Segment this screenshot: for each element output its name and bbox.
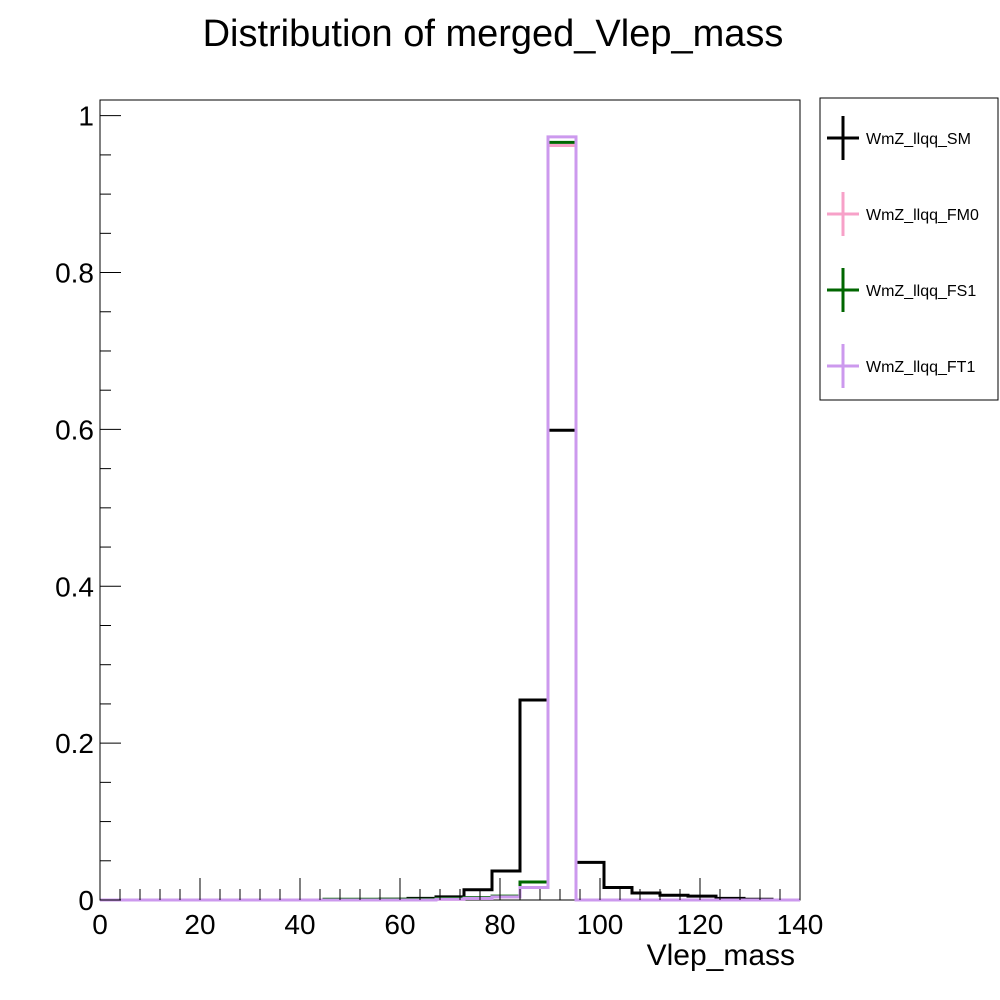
histogram-series-2	[100, 143, 800, 902]
plot-frame	[99, 99, 801, 901]
x-tick-label: 20	[184, 909, 215, 940]
y-tick-label: 1	[78, 101, 94, 132]
legend-entry: WmZ_llqq_FS1	[827, 268, 976, 312]
y-tick-labels: 0 0.2 0.4 0.6 0.8 1	[55, 101, 94, 916]
chart-title: Distribution of merged_Vlep_mass	[203, 13, 784, 55]
legend-label: WmZ_llqq_FS1	[866, 283, 976, 300]
y-tick-label: 0.4	[55, 571, 94, 602]
legend-frame	[819, 97, 999, 401]
x-tick-label: 120	[677, 909, 724, 940]
y-tick-label: 0	[78, 885, 94, 916]
y-tick-label: 0.8	[55, 258, 94, 289]
axis-ticks	[99, 115, 801, 901]
x-tick-label: 140	[777, 909, 824, 940]
y-tick-label: 0.6	[55, 414, 94, 445]
x-tick-label: 60	[384, 909, 415, 940]
histogram-series-1	[100, 428, 800, 902]
legend-entries: WmZ_llqq_SM WmZ_llqq_FM0 WmZ_llqq_FS1 WmZ_l…	[827, 116, 979, 388]
histogram-series-group	[100, 135, 800, 902]
legend-label: WmZ_llqq_FM0	[866, 207, 979, 224]
legend-entry: WmZ_llqq_SM	[827, 116, 971, 160]
histogram-series-4	[100, 135, 800, 902]
x-tick-label: 40	[284, 909, 315, 940]
x-tick-label: 0	[92, 909, 108, 940]
legend-label: WmZ_llqq_SM	[866, 131, 971, 148]
x-tick-labels: 0 20 40 60 80 100 120 140	[92, 909, 823, 940]
legend-entry: WmZ_llqq_FT1	[827, 344, 975, 388]
histogram-series-3	[100, 140, 800, 902]
x-tick-label: 80	[484, 909, 515, 940]
legend-label: WmZ_llqq_FT1	[866, 359, 975, 376]
legend: WmZ_llqq_SM WmZ_llqq_FM0 WmZ_llqq_FS1 WmZ_l…	[819, 97, 999, 401]
x-axis-label: Vlep_mass	[647, 939, 795, 972]
y-tick-label: 0.2	[55, 728, 94, 759]
legend-entry: WmZ_llqq_FM0	[827, 192, 979, 236]
x-tick-label: 100	[577, 909, 624, 940]
